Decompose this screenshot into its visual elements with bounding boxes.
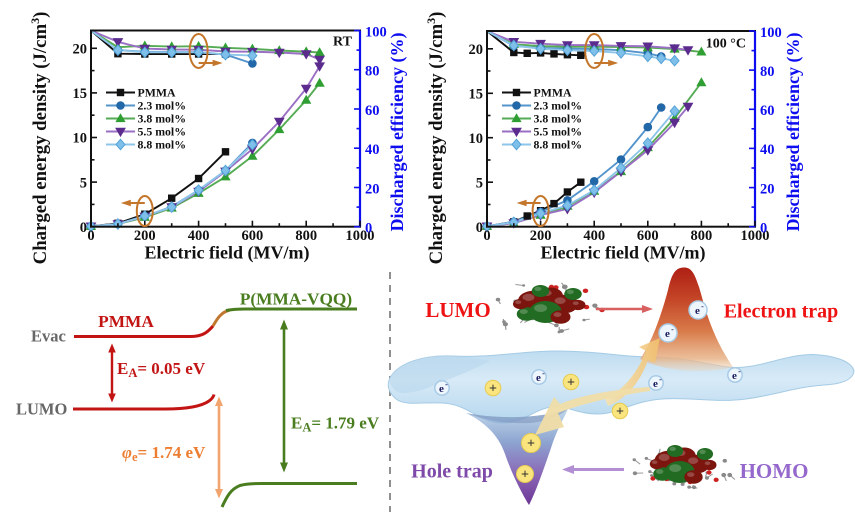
svg-text:20: 20 — [760, 181, 775, 197]
svg-text:0: 0 — [87, 228, 94, 244]
svg-text:-: - — [671, 325, 674, 334]
svg-text:20: 20 — [73, 42, 88, 58]
svg-text:15: 15 — [73, 86, 88, 102]
svg-text:0: 0 — [80, 220, 87, 236]
svg-text:Charged energy density (J/cm3): Charged energy density (J/cm3) — [424, 12, 447, 265]
svg-text:-: - — [542, 369, 545, 378]
svg-text:80: 80 — [760, 64, 775, 80]
svg-text:+: + — [489, 382, 497, 397]
svg-text:80: 80 — [365, 64, 380, 80]
svg-text:PMMA: PMMA — [98, 312, 154, 331]
svg-text:100: 100 — [760, 25, 782, 41]
svg-text:e: e — [653, 378, 658, 390]
svg-text:e: e — [439, 383, 444, 395]
svg-text:5.5 mol%: 5.5 mol% — [534, 125, 583, 139]
svg-text:Electric field (MV/m): Electric field (MV/m) — [541, 243, 706, 264]
svg-text:e: e — [732, 370, 737, 382]
svg-text:+: + — [616, 405, 624, 420]
svg-text:3.8 mol%: 3.8 mol% — [534, 112, 583, 126]
svg-text:EA= 1.79 eV: EA= 1.79 eV — [291, 414, 380, 435]
svg-text:Discharged efficiency (%): Discharged efficiency (%) — [387, 33, 408, 232]
svg-text:0: 0 — [760, 221, 767, 237]
svg-text:100: 100 — [365, 24, 387, 40]
svg-text:-: - — [659, 375, 662, 384]
svg-text:60: 60 — [365, 103, 380, 119]
svg-text:40: 40 — [365, 142, 380, 158]
svg-text:Evac: Evac — [31, 327, 66, 346]
svg-text:EA= 0.05 eV: EA= 0.05 eV — [117, 359, 206, 380]
svg-text:P(MMA-VQQ): P(MMA-VQQ) — [240, 290, 352, 309]
svg-text:-: - — [701, 302, 704, 311]
svg-text:-: - — [445, 380, 448, 389]
svg-text:10: 10 — [469, 131, 484, 147]
svg-text:40: 40 — [760, 142, 775, 158]
svg-text:3.8 mol%: 3.8 mol% — [138, 112, 187, 126]
svg-text:RT: RT — [333, 35, 353, 50]
svg-text:LUMO: LUMO — [16, 400, 67, 419]
svg-text:2.3 mol%: 2.3 mol% — [534, 99, 583, 113]
svg-text:0: 0 — [483, 228, 490, 244]
svg-text:5: 5 — [80, 175, 87, 191]
svg-text:+: + — [521, 468, 529, 483]
svg-text:PMMA: PMMA — [534, 86, 572, 100]
svg-text:Electron trap: Electron trap — [724, 301, 839, 323]
svg-text:HOMO: HOMO — [740, 459, 809, 483]
svg-text:5.5 mol%: 5.5 mol% — [138, 125, 187, 139]
svg-text:8.8 mol%: 8.8 mol% — [534, 138, 583, 152]
svg-text:e: e — [536, 372, 541, 384]
svg-text:2.3 mol%: 2.3 mol% — [138, 99, 187, 113]
svg-text:Hole trap: Hole trap — [411, 461, 493, 483]
svg-text:-: - — [738, 367, 741, 376]
svg-text:LUMO: LUMO — [425, 298, 490, 322]
svg-text:e: e — [665, 328, 670, 340]
svg-text:Discharged efficiency (%): Discharged efficiency (%) — [783, 33, 804, 232]
svg-text:Charged energy density (J/cm3): Charged energy density (J/cm3) — [28, 12, 51, 265]
svg-text:+: + — [567, 376, 575, 391]
svg-text:Electric field (MV/m): Electric field (MV/m) — [145, 243, 310, 264]
svg-text:+: + — [527, 437, 535, 452]
svg-text:100 °C: 100 °C — [706, 37, 746, 52]
svg-text:0: 0 — [476, 220, 483, 236]
svg-text:60: 60 — [760, 103, 775, 119]
svg-text:15: 15 — [469, 87, 484, 103]
svg-text:8.8 mol%: 8.8 mol% — [138, 138, 187, 152]
svg-text:φe= 1.74 eV: φe= 1.74 eV — [122, 443, 206, 464]
svg-text:20: 20 — [365, 181, 380, 197]
svg-text:e: e — [695, 305, 700, 317]
svg-text:5: 5 — [476, 175, 483, 191]
svg-text:0: 0 — [365, 221, 372, 237]
svg-text:10: 10 — [73, 131, 88, 147]
svg-text:PMMA: PMMA — [138, 86, 176, 100]
svg-text:20: 20 — [469, 42, 484, 58]
